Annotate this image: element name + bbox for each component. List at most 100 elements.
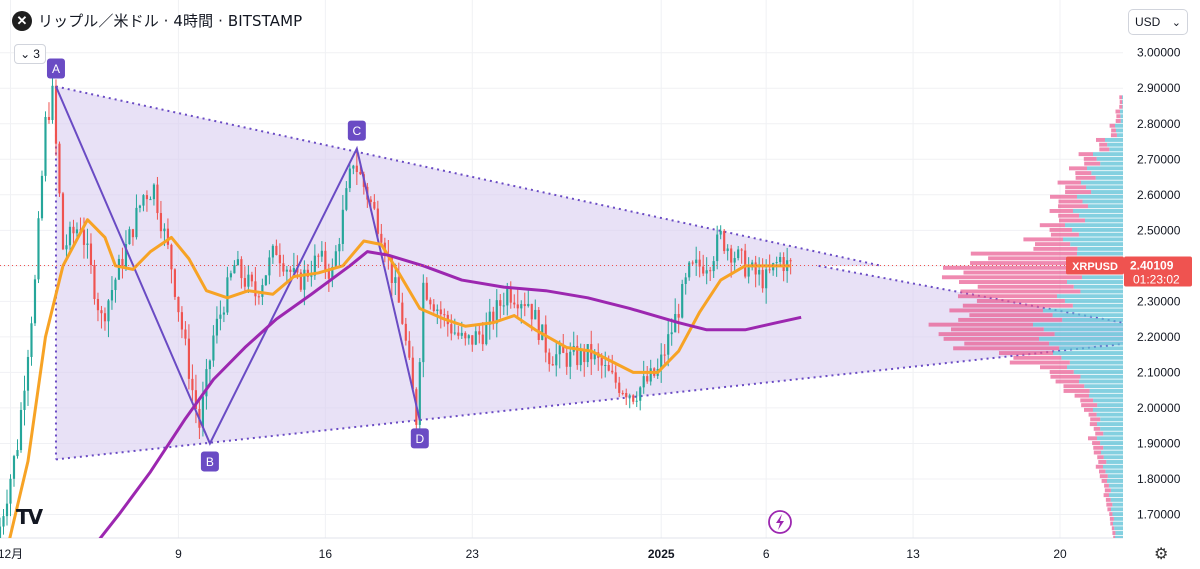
candle-body xyxy=(492,311,495,324)
candle-body xyxy=(54,85,58,144)
volume-profile-bar-up xyxy=(1107,142,1123,147)
volume-profile-bar-down xyxy=(960,289,1081,294)
volume-profile-bar-up xyxy=(1091,190,1123,194)
price-tick-label: 2.30000 xyxy=(1137,294,1181,308)
candle-body xyxy=(565,352,568,367)
candle-body xyxy=(5,503,9,517)
volume-profile-bar-up xyxy=(1073,284,1123,289)
indicators-toggle-button[interactable]: ⌄ 3 xyxy=(14,44,46,64)
candle-body xyxy=(397,277,400,303)
volume-profile-bar-down xyxy=(1049,227,1072,232)
volume-profile-bar-up xyxy=(1105,137,1123,142)
volume-profile-bar-up xyxy=(1109,493,1123,498)
candle-body xyxy=(390,255,393,283)
volume-profile-bar-up xyxy=(1063,237,1123,242)
candle-body xyxy=(600,357,603,366)
volume-profile-bar-up xyxy=(1069,360,1123,365)
volume-profile-bar-up xyxy=(1080,289,1123,294)
volume-profile-bar-up xyxy=(1065,223,1123,228)
candles xyxy=(0,78,792,538)
volume-profile-bar-up xyxy=(1086,185,1123,190)
volume-profile-bar-down xyxy=(953,346,1060,351)
candle-body xyxy=(481,334,484,345)
volume-profile-bar-up xyxy=(1117,545,1123,549)
candle-body xyxy=(303,269,306,290)
volume-profile-bar-up xyxy=(1105,469,1123,474)
candle-body xyxy=(240,259,243,279)
candle-body xyxy=(145,195,149,200)
candle-body xyxy=(30,323,33,357)
volume-profile-bar-up xyxy=(1053,351,1123,356)
volume-profile-bar-up xyxy=(1093,152,1123,157)
price-tick-label: 2.90000 xyxy=(1137,81,1181,95)
candle-body xyxy=(646,376,649,382)
candle-body xyxy=(765,269,768,289)
candle-body xyxy=(467,335,470,339)
candle-body xyxy=(355,165,358,172)
candle-body xyxy=(779,257,782,263)
candle-body xyxy=(191,378,194,391)
pattern-point-label: B xyxy=(206,455,214,469)
price-tick-label: 1.90000 xyxy=(1137,436,1181,450)
candle-body xyxy=(520,304,523,309)
volume-profile-bar-up xyxy=(1103,445,1123,450)
candle-body xyxy=(341,209,344,244)
volume-profile-bar-down xyxy=(1110,521,1113,526)
volume-profile-bar-up xyxy=(1113,516,1123,521)
candle-body xyxy=(2,516,5,527)
volume-profile-bar-up xyxy=(1073,370,1123,374)
volume-profile-bar-down xyxy=(1063,388,1090,393)
volume-profile-bar-down xyxy=(1075,171,1092,176)
time-tick-label: 16 xyxy=(319,547,333,561)
pattern-point-marker xyxy=(347,120,366,141)
volume-profile-bar-up xyxy=(1064,298,1123,303)
volume-profile-bar-up xyxy=(1103,455,1123,460)
settings-gear-icon[interactable]: ⚙ xyxy=(1154,546,1169,563)
volume-profile-bar-down xyxy=(1040,365,1067,370)
candle-body xyxy=(401,302,404,324)
price-tick-label: 2.60000 xyxy=(1137,188,1181,202)
candle-body xyxy=(131,229,135,238)
volume-profile-bar-down xyxy=(1088,412,1097,417)
price-tick-label: 2.70000 xyxy=(1137,152,1181,166)
candle-body xyxy=(439,309,442,315)
candle-body xyxy=(12,456,16,479)
volume-profile-bar-down xyxy=(999,351,1053,356)
volume-profile-bar-down xyxy=(977,284,1074,289)
volume-profile-bar-down xyxy=(958,317,1063,322)
currency-select[interactable]: USD ⌄ xyxy=(1128,9,1188,35)
volume-profile-bar-up xyxy=(1096,156,1123,161)
volume-profile-bar-up xyxy=(1077,194,1123,199)
candle-body xyxy=(261,285,264,297)
candle-body xyxy=(128,229,131,245)
candle-body xyxy=(93,265,96,299)
candle-body xyxy=(82,229,86,245)
candle-body xyxy=(705,270,708,274)
volume-profile-bar-up xyxy=(1122,100,1123,105)
candle-body xyxy=(26,356,30,391)
volume-profile-bar-down xyxy=(1093,450,1101,455)
candle-body xyxy=(19,409,23,451)
volume-profile-bar-down xyxy=(1116,114,1121,119)
candle-body xyxy=(352,165,355,169)
candle-body xyxy=(110,290,114,301)
candle-body xyxy=(611,370,614,373)
volume-profile-bar-down xyxy=(1119,95,1122,100)
volume-profile-bar-down xyxy=(1111,526,1115,531)
volume-profile-bar-down xyxy=(1099,469,1106,474)
candle-body xyxy=(789,260,792,262)
volume-profile-bar-down xyxy=(1093,445,1104,450)
volume-profile-bar-down xyxy=(1058,199,1083,204)
volume-profile-bar-up xyxy=(1097,436,1123,441)
candle-body xyxy=(205,369,208,397)
volume-profile-bar-down xyxy=(1089,422,1097,427)
volume-profile-bar-down xyxy=(969,313,1053,318)
candle-body xyxy=(149,199,152,201)
volume-profile-bar-down xyxy=(988,256,1083,261)
volume-profile-bar-up xyxy=(1100,426,1123,431)
candle-body xyxy=(607,364,610,371)
candle-body xyxy=(730,248,733,263)
candle-body xyxy=(68,226,72,246)
volume-profile-bar-up xyxy=(1077,251,1123,256)
